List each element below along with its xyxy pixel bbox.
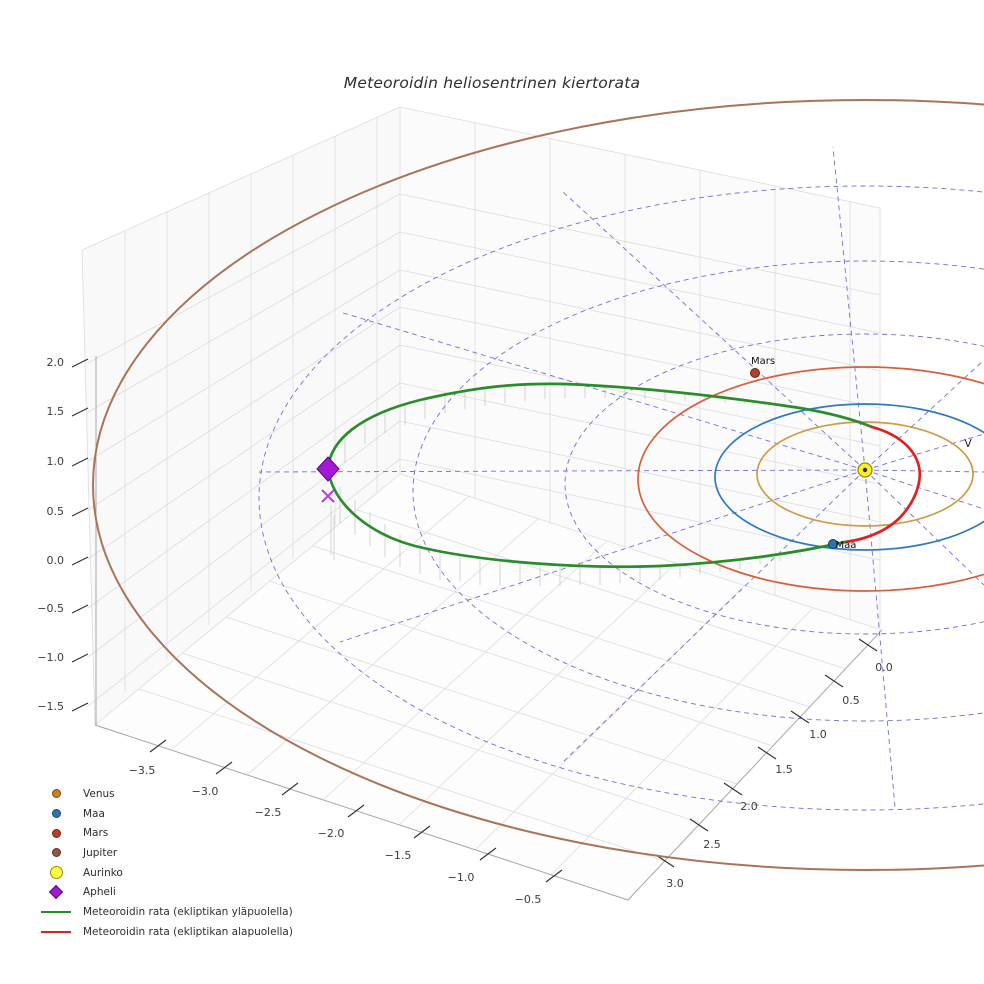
mars-orbit [637, 366, 984, 592]
legend-item-meteoroid-above: Meteoroidin rata (ekliptikan yläpuolella… [36, 902, 293, 922]
plot-title: Meteoroidin heliosentrinen kiertorata [343, 74, 641, 92]
legend-label: Aurinko [83, 866, 123, 879]
y-axis-line [627, 629, 883, 901]
legend-label: Maa [83, 807, 105, 820]
sun-circle-icon [36, 866, 76, 880]
aphelion-projection-x-marker [321, 489, 335, 503]
z-tick-label: −0.5 [37, 602, 64, 615]
y-tick-label: 2.5 [703, 838, 721, 851]
z-tick-label: 1.0 [47, 455, 65, 468]
meteoroid-orbit-above-ecliptic-top [326, 382, 874, 471]
legend-item-maa: Maa [36, 804, 293, 824]
right-wall-z-gridlines [399, 193, 881, 561]
left-wall-z-gridlines [87, 193, 401, 707]
z-tick-label: −1.5 [37, 700, 64, 713]
z-tick-label: 0.5 [47, 505, 65, 518]
z-tick-labels: 2.0 1.5 1.0 0.5 0.0 −0.5 −1.0 −1.5 [37, 356, 64, 713]
x-tick-label: −3.0 [192, 785, 219, 798]
y-tick-label: 1.5 [775, 763, 793, 776]
point-markers [316, 368, 873, 549]
maa-marker [828, 539, 838, 549]
z-tick-marks [71, 358, 89, 712]
aphelion-diamond-marker [316, 456, 340, 482]
pane-fills [82, 107, 882, 900]
legend-label: Venus [83, 787, 115, 800]
tick-marks [71, 358, 878, 883]
earth-orbit [714, 403, 984, 551]
drop-lines-lower-arc [330, 487, 821, 586]
aphelion-diamond-icon [36, 885, 76, 900]
y-tick-marks [655, 638, 878, 868]
venus-dot-icon [36, 789, 76, 799]
plot-annotations: Mars Maa V [751, 356, 972, 551]
legend-label: Jupiter [83, 846, 118, 859]
meteoroid-orbit-below-ecliptic [843, 425, 922, 544]
y-tick-labels: 0.0 0.5 1.0 1.5 2.0 2.5 3.0 [666, 661, 893, 890]
mars-marker [750, 368, 760, 378]
meteoroid-orbit [326, 382, 922, 569]
z-tick-label: 1.5 [47, 405, 65, 418]
maa-dot-icon [36, 809, 76, 819]
planet-orbits [92, 99, 984, 871]
legend-label: Mars [83, 827, 109, 840]
legend: Venus Maa Mars Jupiter Aurinko Apheli Me… [36, 784, 293, 942]
v-cutoff-label: V [964, 437, 972, 450]
right-wall-boundary [399, 106, 881, 209]
left-wall-verticals [124, 117, 378, 692]
x-tick-label: −0.5 [515, 893, 542, 906]
left-wall-boundary [81, 106, 401, 726]
x-tick-label: −1.5 [385, 849, 412, 862]
wireframe-grid [81, 106, 883, 901]
red-line-icon [36, 930, 76, 933]
floor-gridlines-y [94, 473, 883, 901]
venus-orbit [756, 421, 974, 527]
y-tick-label: 2.0 [740, 800, 758, 813]
mars-label: Mars [751, 356, 775, 367]
jupiter-orbit [92, 99, 984, 871]
x-tick-label: −3.5 [129, 764, 156, 777]
legend-label: Meteoroidin rata (ekliptikan yläpuolella… [83, 905, 293, 918]
legend-item-mars: Mars [36, 823, 293, 843]
y-tick-label: 0.5 [842, 694, 860, 707]
floor-pane [95, 474, 882, 900]
polar-circle-4au [258, 185, 984, 811]
z-tick-label: 0.0 [47, 554, 65, 567]
z-tick-label: 2.0 [47, 356, 65, 369]
legend-item-jupiter: Jupiter [36, 843, 293, 863]
legend-item-venus: Venus [36, 784, 293, 804]
jupiter-dot-icon [36, 848, 76, 858]
meteoroid-orbit-above-ecliptic-bottom [326, 467, 847, 569]
y-tick-label: 3.0 [666, 877, 684, 890]
mars-dot-icon [36, 828, 76, 838]
right-wall-pane [400, 107, 880, 629]
z-tick-label: −1.0 [37, 651, 64, 664]
green-line-icon [36, 910, 76, 913]
x-tick-label: −1.0 [448, 871, 475, 884]
y-tick-label: 0.0 [875, 661, 893, 674]
x-axis-line [94, 724, 629, 901]
y-tick-label: 1.0 [809, 728, 827, 741]
x-tick-labels: −3.5 −3.0 −2.5 −2.0 −1.5 −1.0 −0.5 [129, 764, 542, 906]
legend-label: Meteoroidin rata (ekliptikan alapuolella… [83, 925, 293, 938]
axis-lines [94, 356, 883, 901]
x-tick-label: −2.0 [318, 827, 345, 840]
left-wall-pane [82, 107, 400, 725]
polar-circle-3au [412, 260, 984, 722]
polar-circle-2au [564, 333, 984, 635]
x-tick-marks [149, 739, 563, 883]
maa-label: Maa [836, 540, 857, 551]
sun-marker-core [862, 467, 868, 473]
x-tick-label: −2.5 [255, 806, 282, 819]
legend-item-meteoroid-below: Meteoroidin rata (ekliptikan alapuolella… [36, 922, 293, 942]
polar-radial-lines [258, 146, 984, 808]
legend-item-apheli: Apheli [36, 882, 293, 902]
legend-label: Apheli [83, 886, 116, 899]
legend-item-aurinko: Aurinko [36, 863, 293, 883]
